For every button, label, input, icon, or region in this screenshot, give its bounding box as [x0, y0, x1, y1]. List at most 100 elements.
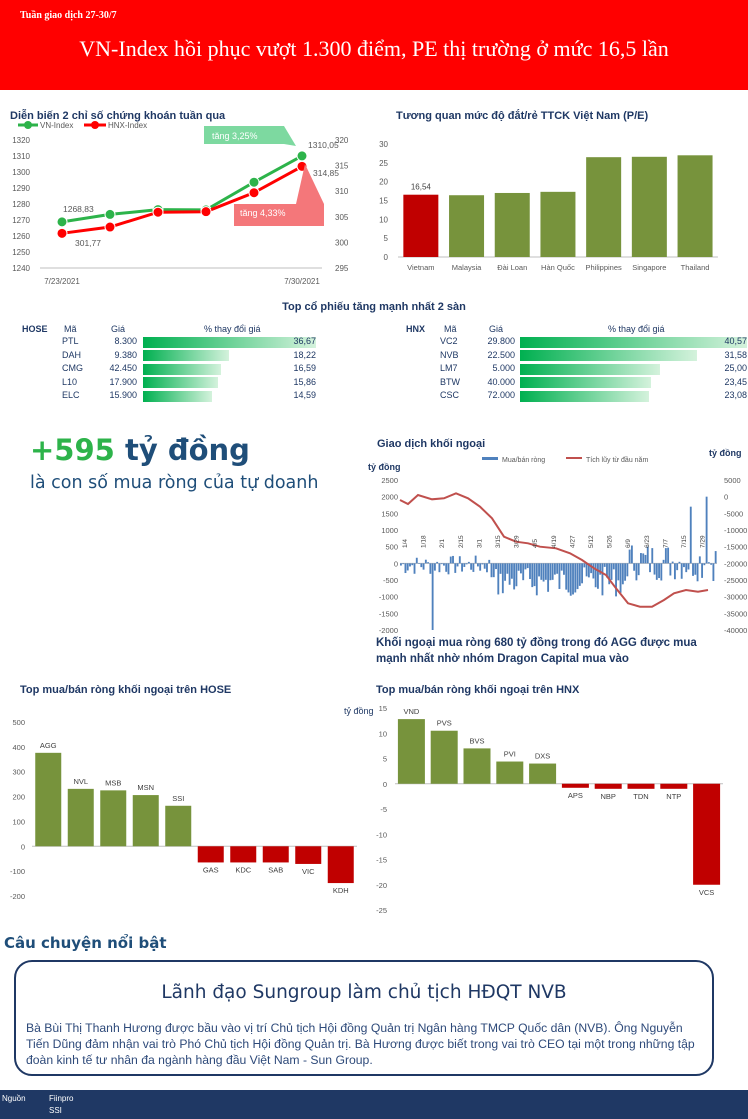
- hose-foreign-y-tick-label: 200: [12, 793, 25, 802]
- foreign-daily-bar: [492, 563, 495, 578]
- index-left-tick-label: 1320: [12, 136, 30, 145]
- foreign-daily-bar: [567, 563, 570, 593]
- foreign-daily-bar: [662, 559, 665, 564]
- hose-row-change: 16,59: [293, 363, 316, 374]
- pe-bar: [403, 194, 439, 257]
- foreign-daily-bar: [678, 561, 681, 564]
- foreign-daily-bar: [569, 563, 572, 596]
- foreign-left-tick-label: 1000: [381, 526, 398, 535]
- hose-row-price: 17.900: [109, 376, 137, 387]
- pe-y-tick-label: 20: [379, 178, 388, 187]
- foreign-daily-bar: [456, 563, 459, 567]
- foreign-right-tick-label: -30000: [724, 593, 747, 602]
- foreign-date-label: 1/4: [402, 539, 409, 548]
- hose-foreign-bar-label: KDC: [235, 865, 251, 874]
- foreign-daily-bar: [710, 563, 713, 565]
- foreign-daily-bar: [429, 563, 432, 574]
- hose-foreign-y-tick-label: 100: [12, 817, 25, 826]
- foreign-date-label: 7/29: [700, 535, 707, 548]
- foreign-daily-bar: [440, 563, 443, 565]
- foreign-right-tick-label: -35000: [724, 609, 747, 618]
- foreign-daily-bar: [479, 563, 482, 571]
- foreign-daily-bar: [617, 563, 620, 581]
- hnx-foreign-y-tick-label: -10: [376, 830, 387, 839]
- hose-row-bar: [143, 363, 222, 375]
- index-chart-title: Diễn biến 2 chỉ số chứng khoán tuần qua: [10, 110, 226, 122]
- highlight-unit: tỷ đồng: [124, 433, 250, 467]
- foreign-daily-bar: [658, 563, 660, 579]
- hnx-foreign-y-tick-label: -15: [376, 856, 387, 865]
- foreign-daily-bar: [680, 563, 683, 579]
- foreign-daily-bar: [655, 563, 658, 580]
- foreign-daily-bar: [402, 563, 405, 565]
- hnx-foreign-y-tick-label: 0: [383, 780, 387, 789]
- foreign-unit-right: tỷ đồng: [709, 448, 742, 458]
- foreign-daily-bar: [531, 563, 534, 588]
- foreign-daily-bar: [689, 506, 692, 564]
- hnx-row-change: 25,00: [724, 363, 747, 374]
- hose-foreign-title: Top mua/bán ròng khối ngoại trên HOSE: [20, 684, 232, 696]
- foreign-daily-bar: [592, 563, 595, 579]
- hnxindex-point: [248, 187, 260, 199]
- foreign-daily-bar: [642, 553, 645, 564]
- foreign-date-label: 3/29: [514, 535, 521, 548]
- pe-category-label: Malaysia: [452, 263, 482, 272]
- foreign-daily-bar: [703, 563, 706, 566]
- foreign-right-tick-label: 0: [724, 493, 728, 502]
- hnx-foreign-bar-label: NBP: [600, 792, 615, 801]
- foreign-date-label: 3/1: [476, 539, 483, 548]
- hose-row-change: 18,22: [293, 349, 316, 360]
- vnindex-start-label: 1268,83: [63, 204, 94, 214]
- pe-chart-title: Tương quan mức độ đắt/rẻ TTCK Việt Nam (…: [396, 110, 649, 122]
- top-stocks-title: Top cổ phiếu tăng mạnh nhất 2 sàn: [282, 301, 466, 313]
- pe-bar: [677, 155, 713, 257]
- foreign-daily-bar: [649, 563, 651, 573]
- hnx-foreign-bar: [496, 761, 524, 784]
- foreign-daily-bar: [465, 563, 468, 565]
- foreign-daily-bar: [520, 563, 522, 574]
- foreign-daily-bar: [687, 563, 690, 570]
- foreign-daily-bar: [445, 563, 448, 572]
- hnxindex-point: [104, 221, 116, 233]
- foreign-daily-bar: [590, 563, 593, 574]
- foreign-daily-bar: [463, 563, 466, 567]
- hose-row-bar: [143, 390, 212, 402]
- foreign-daily-bar: [461, 563, 463, 572]
- hose-foreign-bar-label: NVL: [73, 777, 88, 786]
- hose-foreign-bar: [230, 846, 257, 863]
- foreign-daily-bar: [707, 562, 710, 564]
- foreign-daily-bar: [556, 563, 559, 574]
- hnx-foreign-bar-label: PVI: [504, 750, 516, 759]
- index-x-tick-label: 7/23/2021: [44, 277, 80, 286]
- hnx-foreign-bar: [660, 783, 688, 789]
- foreign-daily-bar: [497, 563, 500, 595]
- index-right-tick-label: 300: [335, 238, 349, 247]
- foreign-daily-bar: [540, 563, 543, 580]
- index-right-tick-label: 310: [335, 187, 349, 196]
- hose-row-code: CMG: [62, 363, 83, 374]
- pe-chart: 0 5 10 15 20 25 30 Vietnam Malaysia Đài Loan Hàn Q…: [379, 140, 718, 272]
- foreign-left-tick-label: -1000: [379, 593, 398, 602]
- foreign-daily-bar: [483, 563, 486, 569]
- foreign-daily-bar: [431, 563, 434, 630]
- hnxindex-point: [56, 227, 68, 239]
- index-left-tick-label: 1310: [12, 152, 30, 161]
- foreign-daily-bar: [640, 553, 642, 564]
- foreign-daily-bar: [542, 563, 545, 582]
- foreign-daily-bar: [651, 548, 654, 564]
- header-banner: [0, 0, 748, 90]
- foreign-left-tick-label: 2000: [381, 493, 398, 502]
- foreign-daily-bar: [626, 563, 629, 577]
- hose-foreign-bar: [327, 846, 354, 884]
- hnx-foreign-y-tick-label: -20: [376, 881, 387, 890]
- hnxindex-line: [61, 165, 303, 235]
- foreign-left-tick-label: 2500: [381, 476, 398, 485]
- index-x-tick-label: 7/30/2021: [284, 277, 320, 286]
- hnx-exchange-label: HNX: [406, 324, 426, 334]
- hnx-col-code: Mã: [444, 324, 457, 334]
- foreign-daily-bar: [443, 563, 445, 566]
- foreign-left-tick-label: -1500: [379, 609, 398, 618]
- footer-source-1: Fiinpro: [49, 1094, 74, 1103]
- hnxindex-point: [152, 206, 164, 218]
- foreign-daily-bar: [549, 563, 552, 581]
